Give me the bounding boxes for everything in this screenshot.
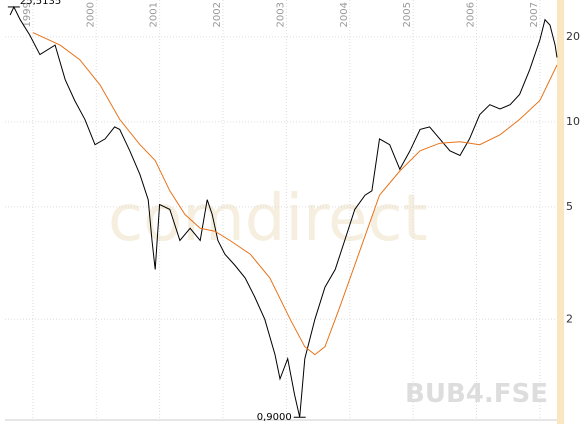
price-line — [32, 32, 558, 356]
x-tick-label: 2007 — [529, 2, 540, 27]
y-tick-label: 5 — [566, 200, 573, 213]
extreme-label: 0,9000 — [257, 412, 292, 423]
x-tick-label: 2004 — [339, 2, 350, 27]
y-tick-label: 20 — [566, 30, 580, 43]
x-tick-label: 1999 — [22, 2, 33, 27]
extreme-label: 25,5135 — [20, 0, 61, 7]
y-tick-label: 10 — [566, 115, 580, 128]
x-tick-label: 2001 — [149, 2, 160, 27]
watermark: comdirect — [108, 182, 428, 256]
y-tick-label: 2 — [566, 312, 573, 325]
price-line — [9, 5, 558, 418]
x-tick-label: 2003 — [275, 2, 286, 27]
x-tick-label: 2006 — [466, 2, 477, 27]
x-tick-label: 2000 — [85, 2, 96, 27]
x-tick-label: 2005 — [402, 2, 413, 27]
right-band — [557, 0, 564, 424]
x-tick-label: 2002 — [212, 2, 223, 27]
